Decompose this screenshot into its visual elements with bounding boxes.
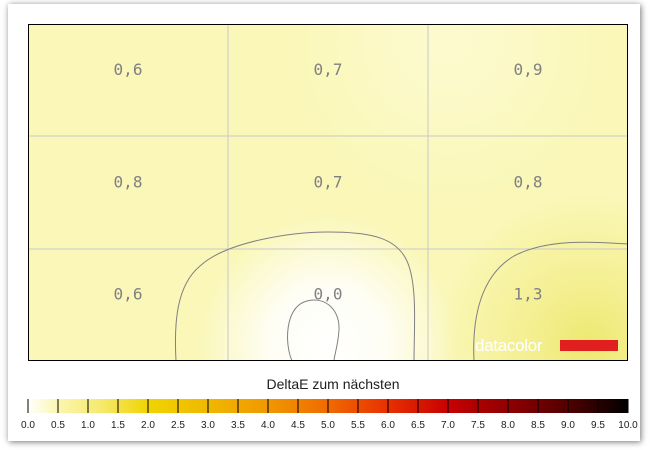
cell-value-r1-c3: 0,9 xyxy=(514,60,543,79)
brand-name: datacolor xyxy=(475,336,543,355)
cell-value-r2-c3: 0,8 xyxy=(514,172,543,191)
cell-value-r3-c3: 1,3 xyxy=(514,285,543,304)
scale-tick-label: 8.0 xyxy=(501,420,515,431)
scale-tick-label: 3.5 xyxy=(231,420,245,431)
color-scale-legend: 0.0 0.5 1.0 1.5 2.0 2.5 3.0 3.5 4.0 4.5 5.0 5.5 6.0 6… xyxy=(21,399,638,431)
cell-value-r2-c2: 0,7 xyxy=(314,172,343,191)
contour-center-outer xyxy=(174,231,416,361)
plot-border xyxy=(28,24,628,361)
cell-value-r2-c1: 0,8 xyxy=(114,172,143,191)
scale-tick-label: 6.0 xyxy=(381,420,395,431)
scale-tick-label: 0.0 xyxy=(21,420,35,431)
scale-tick-label: 10.0 xyxy=(618,420,638,431)
contour-lines xyxy=(174,231,628,361)
scale-tick-label: 0.5 xyxy=(51,420,65,431)
scale-tick-label: 8.5 xyxy=(531,420,545,431)
chart-frame: 0,6 0,7 0,9 0,8 0,7 0,8 0,6 0,0 1,3 datacolor De… xyxy=(8,4,640,441)
cell-value-r3-c1: 0,6 xyxy=(114,285,143,304)
scale-tick-label: 1.0 xyxy=(81,420,95,431)
scale-tick-label: 1.5 xyxy=(111,420,125,431)
scale-tick-label: 2.0 xyxy=(141,420,155,431)
scale-tick-label: 9.5 xyxy=(591,420,605,431)
brand-bar xyxy=(560,340,618,351)
scale-tick-label: 2.5 xyxy=(171,420,185,431)
heatmap-plot: 0,6 0,7 0,9 0,8 0,7 0,8 0,6 0,0 1,3 datacolor xyxy=(28,24,628,361)
cell-labels: 0,6 0,7 0,9 0,8 0,7 0,8 0,6 0,0 1,3 xyxy=(114,60,543,304)
scale-tick-label: 3.0 xyxy=(201,420,215,431)
scale-labels: 0.0 0.5 1.0 1.5 2.0 2.5 3.0 3.5 4.0 4.5 5.0 5.5 6.0 6… xyxy=(21,420,638,431)
cell-value-r3-c2: 0,0 xyxy=(314,285,343,304)
datacolor-logo: datacolor xyxy=(475,336,618,355)
cell-value-r1-c2: 0,7 xyxy=(314,60,343,79)
scale-tick-label: 4.5 xyxy=(291,420,305,431)
scale-ticks xyxy=(27,399,629,413)
scale-tick-label: 4.0 xyxy=(261,420,275,431)
scale-tick-label: 5.0 xyxy=(321,420,335,431)
grid-lines xyxy=(28,24,628,361)
scale-tick-label: 9.0 xyxy=(561,420,575,431)
scale-tick-label: 7.0 xyxy=(441,420,455,431)
contour-right xyxy=(473,241,628,361)
contour-center-inner xyxy=(287,299,340,361)
scale-tick-label: 5.5 xyxy=(351,420,365,431)
cell-value-r1-c1: 0,6 xyxy=(114,60,143,79)
scale-tick-label: 7.5 xyxy=(471,420,485,431)
scale-tick-label: 6.5 xyxy=(411,420,425,431)
legend-title: DeltaE zum nächsten xyxy=(266,376,400,392)
